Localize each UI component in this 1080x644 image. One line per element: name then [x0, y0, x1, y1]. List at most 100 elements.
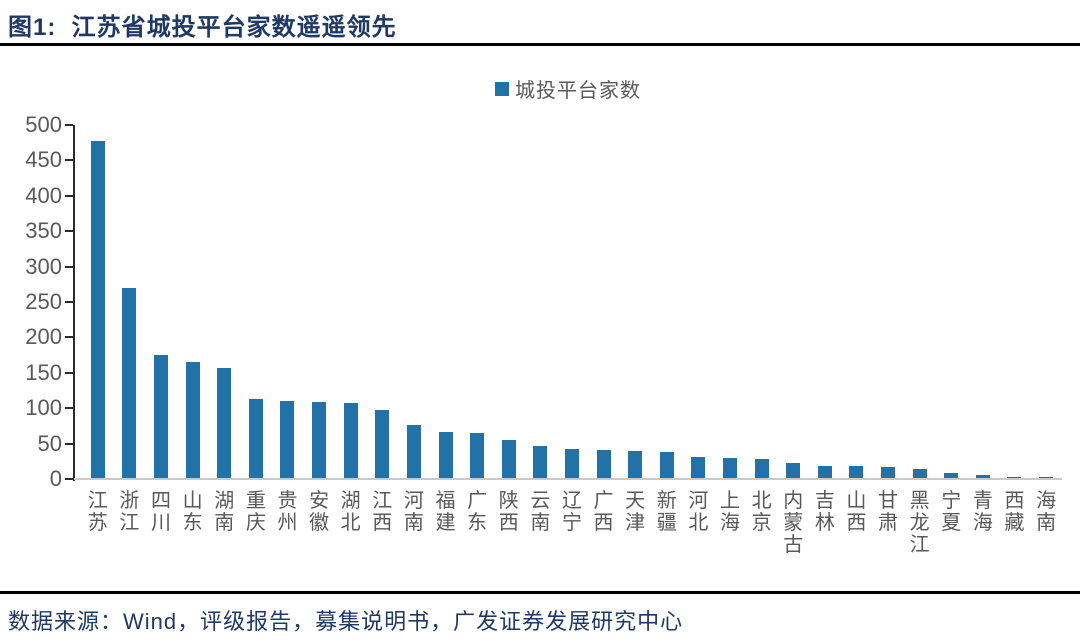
- x-label-陕西: 陕西: [498, 490, 519, 534]
- y-tick-label: 150: [25, 359, 62, 385]
- y-tick-label: 0: [49, 466, 62, 491]
- bar-slot: [366, 125, 398, 479]
- bar-slot: [398, 125, 430, 479]
- x-label-云南: 云南: [530, 490, 551, 534]
- bar-slot: [1030, 125, 1062, 479]
- x-label-辽宁: 辽宁: [561, 490, 582, 534]
- bar-slot: [651, 125, 683, 479]
- bar-江西: [375, 409, 390, 479]
- bar-云南: [533, 446, 548, 479]
- x-label-北京: 北京: [751, 490, 772, 534]
- legend-label: 城投平台家数: [515, 80, 641, 102]
- y-tick-mark: [65, 407, 73, 410]
- x-label-河南: 河南: [403, 490, 424, 534]
- bar-山西: [849, 466, 864, 479]
- x-label-浙江: 浙江: [119, 490, 140, 534]
- footer-divider: [0, 591, 1080, 594]
- bar-陕西: [501, 440, 516, 479]
- bar-slot: [114, 125, 146, 479]
- y-tick-label: 450: [25, 147, 62, 173]
- bar-天津: [628, 450, 643, 479]
- x-label-江苏: 江苏: [87, 490, 108, 534]
- x-label-山东: 山东: [182, 490, 203, 534]
- bar-上海: [722, 457, 737, 479]
- y-tick-label: 100: [25, 395, 62, 421]
- bar-广西: [596, 449, 611, 479]
- title-divider: [0, 43, 1080, 46]
- bar-辽宁: [564, 448, 579, 479]
- bar-山东: [185, 362, 200, 479]
- x-label-福建: 福建: [435, 490, 456, 534]
- bar-湖北: [343, 403, 358, 479]
- bar-甘肃: [881, 466, 896, 479]
- bar-slot: [82, 125, 114, 479]
- x-label-西藏: 西藏: [1004, 490, 1025, 534]
- y-axis-line: [73, 125, 75, 481]
- bar-福建: [438, 431, 453, 479]
- bar-slot: [588, 125, 620, 479]
- x-label-安徽: 安徽: [309, 490, 330, 534]
- x-label-广西: 广西: [593, 490, 614, 534]
- y-tick-label: 400: [25, 182, 62, 208]
- bar-新疆: [659, 452, 674, 479]
- bar-slot: [714, 125, 746, 479]
- bar-slot: [303, 125, 335, 479]
- x-label-吉林: 吉林: [814, 490, 835, 534]
- bar-slot: [809, 125, 841, 479]
- chart-legend: 城投平台家数: [74, 74, 1062, 103]
- y-tick-mark: [65, 442, 73, 445]
- bars-row: [74, 125, 1062, 479]
- x-label-海南: 海南: [1036, 490, 1057, 534]
- bar-slot: [935, 125, 967, 479]
- bar-slot: [430, 125, 462, 479]
- x-label-江西: 江西: [372, 490, 393, 534]
- y-tick-mark: [65, 265, 73, 268]
- bar-广东: [470, 432, 485, 479]
- bar-slot: [967, 125, 999, 479]
- y-tick-mark: [65, 230, 73, 233]
- bar-江苏: [90, 141, 105, 479]
- bar-slot: [777, 125, 809, 479]
- bar-河南: [406, 425, 421, 479]
- x-label-宁夏: 宁夏: [941, 490, 962, 534]
- bar-slot: [208, 125, 240, 479]
- bar-slot: [461, 125, 493, 479]
- x-label-湖南: 湖南: [214, 490, 235, 534]
- x-labels-row: 江苏浙江四川山东湖南重庆贵州安徽湖北江西河南福建广东陕西云南辽宁广西天津新疆河北…: [74, 490, 1062, 556]
- x-label-内蒙古: 内蒙古: [783, 490, 804, 556]
- bar-青海: [975, 474, 990, 479]
- bar-浙江: [122, 287, 137, 479]
- x-label-山西: 山西: [846, 490, 867, 534]
- source-line: 数据来源：Wind，评级报告，募集说明书，广发证券发展研究中心: [8, 609, 684, 634]
- y-tick-label: 200: [25, 324, 62, 350]
- x-axis-baseline: [74, 478, 1062, 480]
- bar-湖南: [217, 367, 232, 479]
- y-tick-mark: [65, 336, 73, 339]
- bar-slot: [556, 125, 588, 479]
- y-tick-label: 250: [25, 289, 62, 314]
- y-tick-mark: [65, 124, 73, 126]
- x-label-甘肃: 甘肃: [878, 490, 899, 534]
- bar-重庆: [248, 399, 263, 479]
- bar-吉林: [817, 465, 832, 479]
- bar-北京: [754, 459, 769, 479]
- figure-title: 图1: 江苏省城投平台家数遥遥领先: [8, 14, 397, 41]
- x-label-新疆: 新疆: [656, 490, 677, 534]
- bar-slot: [272, 125, 304, 479]
- y-tick-mark: [65, 478, 73, 480]
- bar-安徽: [312, 401, 327, 479]
- x-label-四川: 四川: [151, 490, 172, 534]
- bar-黑龙江: [912, 469, 927, 479]
- bar-slot: [841, 125, 873, 479]
- bar-slot: [746, 125, 778, 479]
- bar-slot: [904, 125, 936, 479]
- x-label-广东: 广东: [467, 490, 488, 534]
- bar-slot: [145, 125, 177, 479]
- bar-西藏: [1007, 476, 1022, 479]
- y-tick-mark: [65, 301, 73, 303]
- bar-宁夏: [944, 473, 959, 479]
- legend-square-icon: [495, 81, 509, 96]
- y-tick-mark: [65, 159, 73, 162]
- bar-slot: [493, 125, 525, 479]
- bar-slot: [619, 125, 651, 479]
